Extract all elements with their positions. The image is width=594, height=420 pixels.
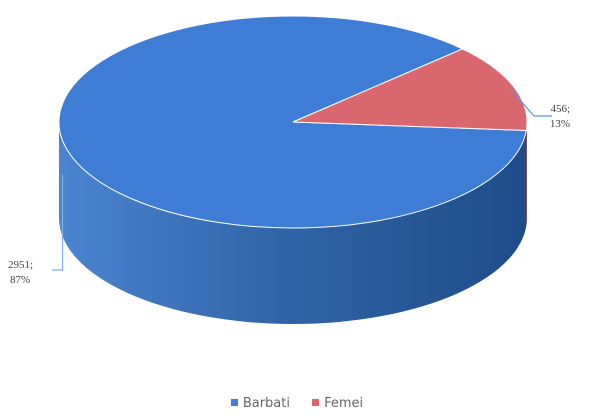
chart-legend: Barbati Femei const data = JSON.parse(do… — [0, 396, 594, 411]
data-label-femei-value: 456; — [550, 103, 570, 115]
legend-swatch-barbati — [230, 399, 238, 406]
legend-label-femei: Femei — [324, 396, 364, 411]
legend-item-barbati: Barbati — [230, 396, 290, 411]
pie-side-femei — [526, 122, 527, 227]
data-label-barbati-percent: 87% — [10, 274, 30, 286]
data-label-barbati-value: 2951; — [8, 259, 33, 271]
data-label-femei-percent: 13% — [550, 118, 570, 130]
pie-slice-femei — [292, 48, 528, 131]
pie-side-barbati — [59, 122, 527, 324]
legend-label-barbati: Barbati — [242, 396, 290, 411]
leader-line-femei — [510, 88, 552, 117]
legend-swatch-femei — [312, 399, 320, 406]
leader-line-barbati — [52, 175, 64, 271]
pie-slice-barbati — [58, 15, 527, 229]
legend-item-femei: Femei — [312, 396, 363, 411]
